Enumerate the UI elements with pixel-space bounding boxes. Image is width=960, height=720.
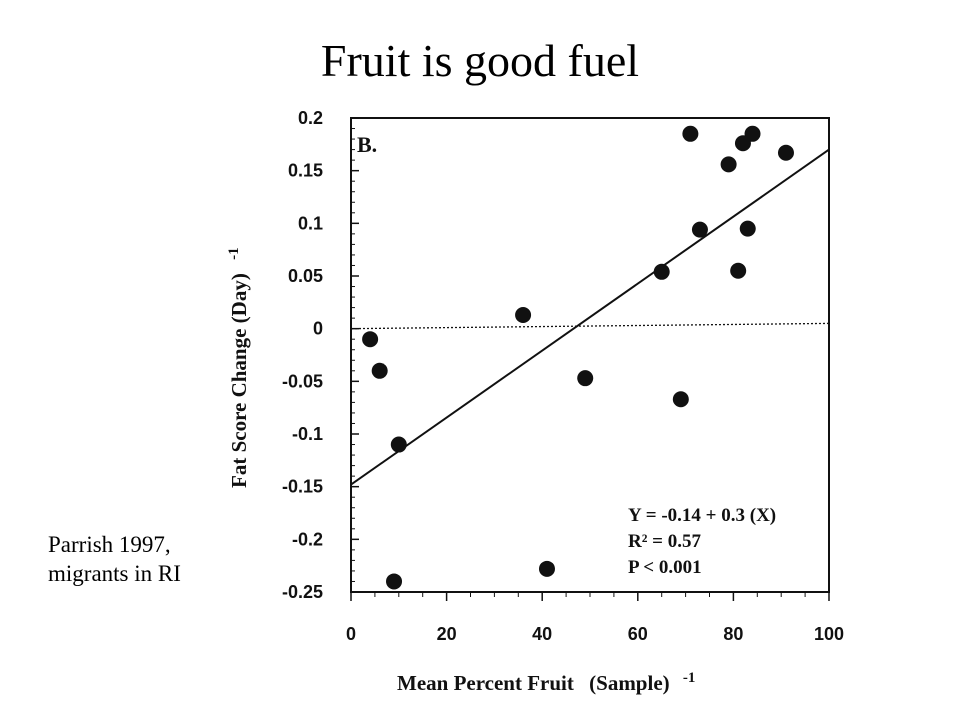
panel-label: B. (357, 132, 377, 157)
data-point (720, 156, 737, 173)
x-tick-label: 20 (437, 624, 457, 644)
stat-line: Y = -0.14 + 0.3 (X) (628, 505, 776, 526)
y-tick-label: 0.15 (288, 161, 323, 181)
y-axis-title: Fat Score Change (Day) -1 (226, 247, 251, 488)
y-tick-label: -0.1 (292, 424, 323, 444)
x-tick-label: 60 (628, 624, 648, 644)
data-point (515, 306, 532, 323)
caption-line-1: Parrish 1997, (48, 532, 171, 557)
y-axis-title-exponent: -1 (226, 247, 242, 260)
data-point (739, 220, 756, 237)
y-tick-label: 0.1 (298, 213, 323, 233)
y-axis-title-main: Fat Score Change (Day) (227, 273, 251, 488)
data-point (744, 125, 761, 142)
y-tick-label: 0 (313, 319, 323, 339)
data-point (682, 125, 699, 142)
data-point (386, 573, 403, 590)
x-tick-label: 100 (814, 624, 844, 644)
x-axis-title-exponent: -1 (683, 670, 696, 686)
data-point (730, 262, 747, 279)
x-axis-title-suffix: (Sample) (589, 671, 670, 695)
y-tick-label: -0.15 (282, 477, 323, 497)
regression-line (350, 148, 830, 486)
data-point (653, 263, 670, 280)
x-tick-label: 80 (723, 624, 743, 644)
regression-stats: Y = -0.14 + 0.3 (X) R² = 0.57 P < 0.001 (628, 505, 776, 578)
y-tick-label: -0.05 (282, 371, 323, 391)
citation-caption: Parrish 1997, migrants in RI (48, 530, 181, 588)
x-tick-label: 40 (532, 624, 552, 644)
caption-line-2: migrants in RI (48, 561, 181, 586)
data-point (390, 436, 407, 453)
tick-labels: 0.2 0.15 0.1 0.05 0 -0.05 -0.1 -0.15 -0.2 -0.25 0 2… (282, 108, 844, 644)
data-point (672, 391, 689, 408)
x-tick-label: 0 (346, 624, 356, 644)
stat-line: R² = 0.57 (628, 531, 701, 552)
data-point (691, 221, 708, 238)
y-tick-label: 0.2 (298, 108, 323, 128)
zero-reference-line (350, 322, 830, 330)
data-point (777, 144, 794, 161)
y-tick-label: 0.05 (288, 266, 323, 286)
data-point (371, 362, 388, 379)
data-point (362, 331, 379, 348)
data-points (362, 125, 794, 590)
data-point (538, 560, 555, 577)
y-tick-label: -0.25 (282, 582, 323, 602)
axis-ticks (350, 117, 830, 601)
data-point (577, 370, 594, 387)
x-axis-title: Mean Percent Fruit (Sample) -1 (397, 670, 695, 695)
stat-line: P < 0.001 (628, 557, 702, 578)
x-axis-title-main: Mean Percent Fruit (397, 671, 574, 695)
slide-title: Fruit is good fuel (320, 35, 640, 86)
y-tick-label: -0.2 (292, 529, 323, 549)
